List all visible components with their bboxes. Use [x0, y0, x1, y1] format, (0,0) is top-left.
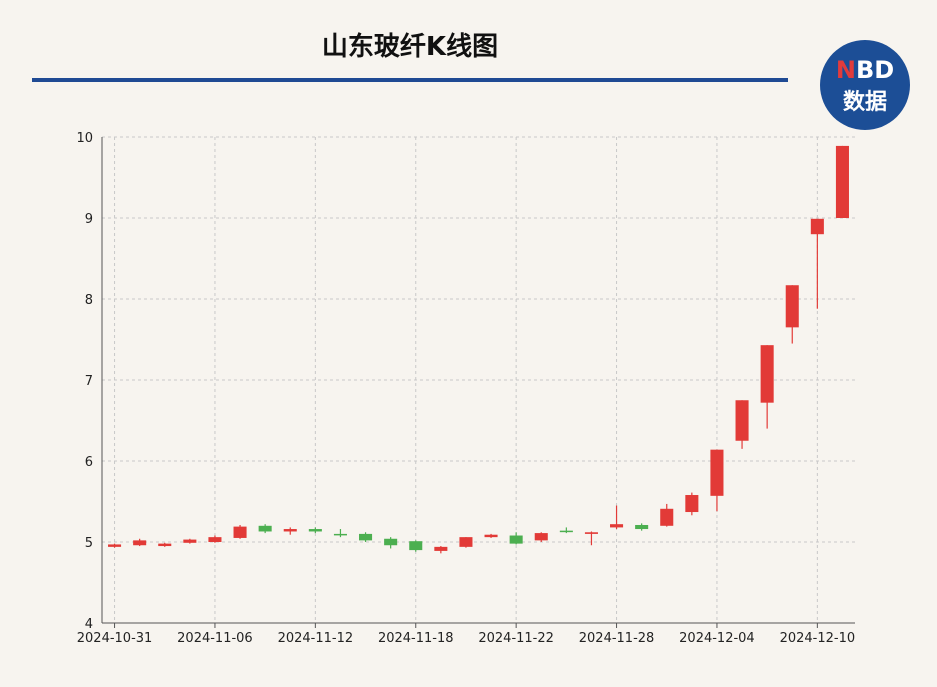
x-tick-label: 2024-11-18	[378, 631, 454, 646]
y-tick-label: 9	[85, 212, 93, 227]
candle-body	[710, 449, 724, 496]
candle-body	[760, 345, 774, 403]
y-tick-label: 7	[85, 374, 93, 389]
candle-body	[133, 540, 147, 546]
y-tick-label: 6	[85, 455, 93, 470]
y-tick-label: 8	[85, 293, 93, 308]
candle-body	[660, 508, 674, 526]
candle-body	[534, 533, 548, 541]
candle-body	[283, 529, 297, 532]
nbd-logo: NBD 数据	[820, 40, 910, 130]
candle-body	[584, 532, 598, 534]
y-tick-label: 4	[85, 617, 93, 632]
candle-body	[333, 533, 347, 536]
candle-body	[484, 534, 498, 538]
candle-body	[359, 533, 373, 541]
y-tick-label: 5	[85, 536, 93, 551]
candle-body	[158, 543, 172, 547]
candle-body	[233, 526, 247, 538]
x-tick-label: 2024-12-04	[679, 631, 755, 646]
candle-body	[409, 541, 423, 551]
candle-body	[835, 145, 849, 218]
candle-body	[108, 544, 122, 547]
x-tick-label: 2024-10-31	[77, 631, 153, 646]
logo-data-text: 数据	[842, 90, 887, 115]
x-tick-label: 2024-11-22	[478, 631, 554, 646]
x-tick-label: 2024-11-12	[278, 631, 354, 646]
title-underline	[32, 78, 788, 82]
candle-body	[384, 538, 398, 546]
x-tick-label: 2024-12-10	[780, 631, 856, 646]
candle-body	[785, 285, 799, 328]
candle-body	[208, 537, 222, 542]
x-tick-label: 2024-11-28	[579, 631, 655, 646]
candle-body	[183, 539, 197, 543]
candle-body	[509, 535, 523, 544]
candle-body	[258, 525, 272, 532]
candle-body	[459, 537, 473, 547]
candle-body	[434, 546, 448, 551]
candle-body	[810, 218, 824, 235]
candle-body	[308, 529, 322, 532]
candle-body	[559, 530, 573, 533]
candle-body	[735, 400, 749, 441]
logo-nbd-text: NBD	[835, 56, 895, 84]
candle-body	[635, 524, 649, 530]
candle-body	[610, 524, 624, 528]
chart-title: 山东玻纤K线图	[321, 32, 499, 62]
x-tick-label: 2024-11-06	[177, 631, 253, 646]
y-tick-label: 10	[76, 131, 93, 146]
candle-body	[685, 495, 699, 513]
